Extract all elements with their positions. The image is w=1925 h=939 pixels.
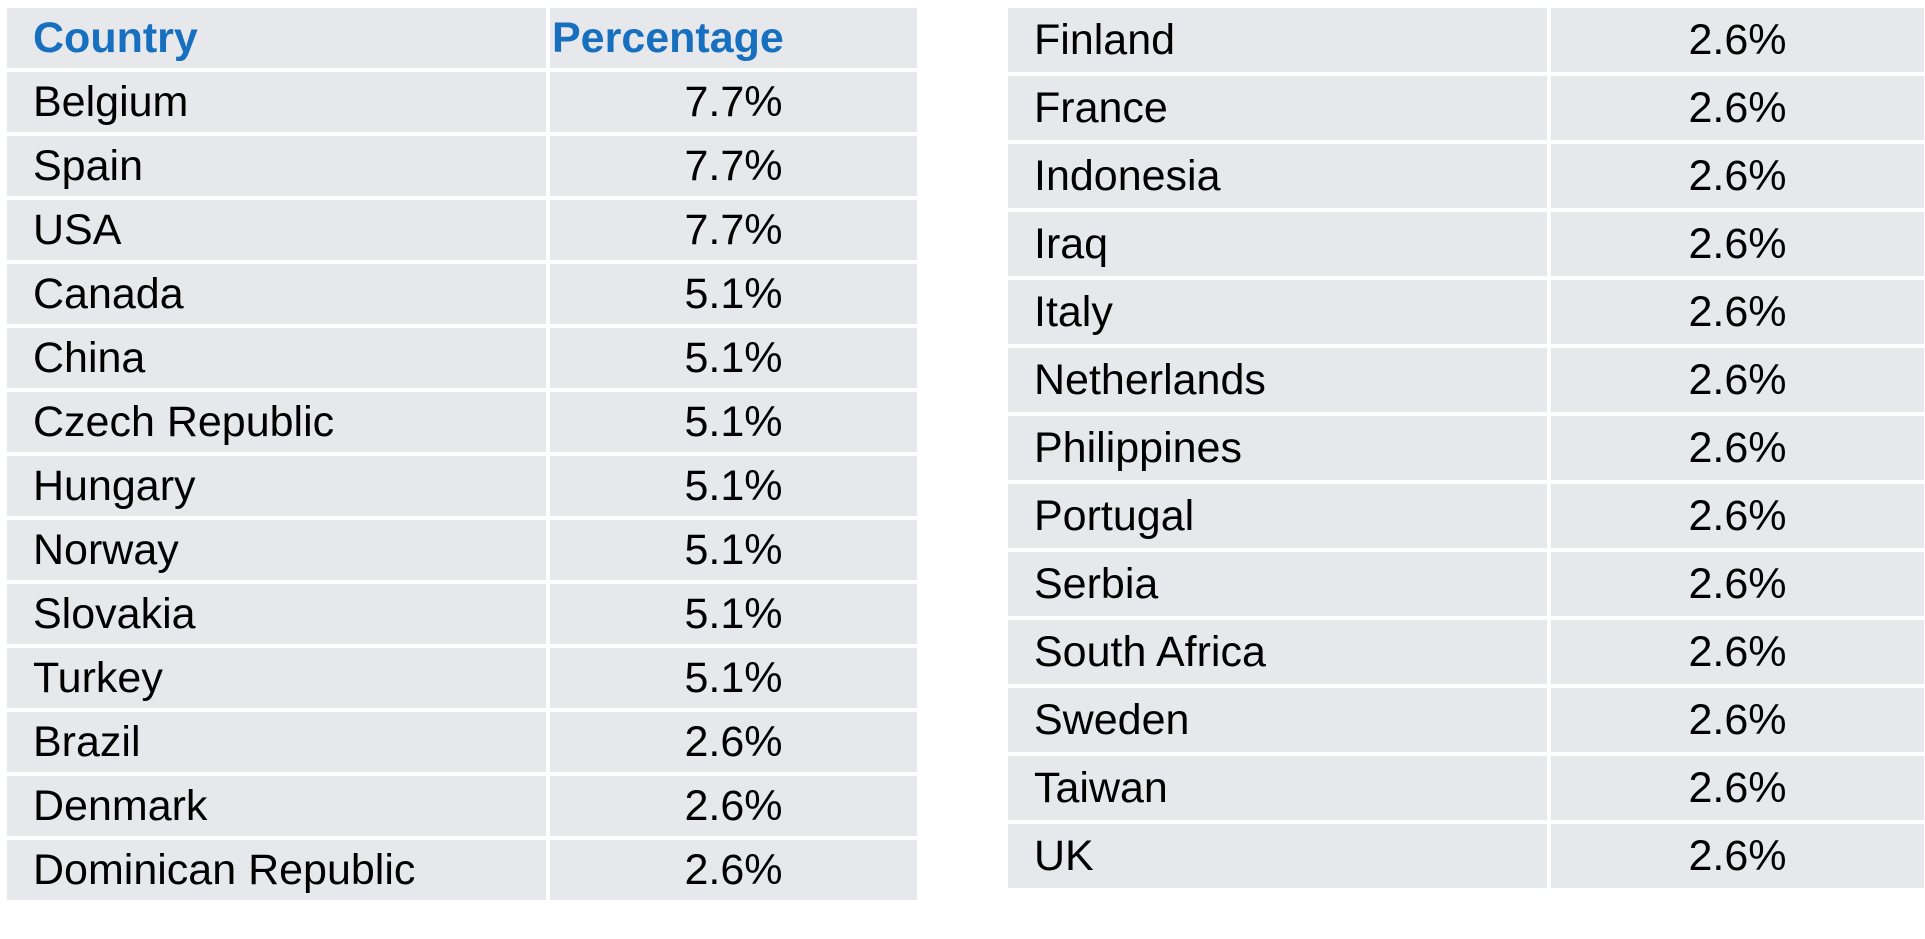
header-cell: Country xyxy=(7,8,546,68)
percentage-cell: 2.6% xyxy=(1551,484,1924,548)
percentage-cell: 7.7% xyxy=(550,72,917,132)
country-cell: South Africa xyxy=(1008,620,1547,684)
percentage-cell: 5.1% xyxy=(550,648,917,708)
country-cell: Serbia xyxy=(1008,552,1547,616)
country-cell: Finland xyxy=(1008,8,1547,72)
country-cell: Belgium xyxy=(7,72,546,132)
percentage-cell: 5.1% xyxy=(550,328,917,388)
country-cell: Indonesia xyxy=(1008,144,1547,208)
country-cell: Brazil xyxy=(7,712,546,772)
header-row: Country Percentage xyxy=(7,8,917,68)
table-row: Portugal 2.6% xyxy=(1008,484,1924,548)
percentage-cell: 2.6% xyxy=(550,840,917,900)
percentage-cell: 2.6% xyxy=(1551,348,1924,412)
country-cell: Netherlands xyxy=(1008,348,1547,412)
right-table: Finland 2.6% France 2.6% Indonesia 2.6% Iraq 2.… xyxy=(1004,4,1925,892)
table-row: China 5.1% xyxy=(7,328,917,388)
percentage-cell: 2.6% xyxy=(550,776,917,836)
percentage-cell: 2.6% xyxy=(1551,212,1924,276)
country-cell: China xyxy=(7,328,546,388)
percentage-cell: 5.1% xyxy=(550,456,917,516)
left-table: Country Percentage Belgium 7.7% Spain 7.7% USA… xyxy=(3,4,921,904)
percentage-cell: 5.1% xyxy=(550,264,917,324)
table-row: Turkey 5.1% xyxy=(7,648,917,708)
country-cell: Slovakia xyxy=(7,584,546,644)
percentage-cell: 2.6% xyxy=(1551,8,1924,72)
table-row: Indonesia 2.6% xyxy=(1008,144,1924,208)
country-cell: UK xyxy=(1008,824,1547,888)
table-row: Slovakia 5.1% xyxy=(7,584,917,644)
table-row: Norway 5.1% xyxy=(7,520,917,580)
table-row: Canada 5.1% xyxy=(7,264,917,324)
table-row: Iraq 2.6% xyxy=(1008,212,1924,276)
percentage-cell: 2.6% xyxy=(1551,280,1924,344)
percentage-cell: 2.6% xyxy=(1551,688,1924,752)
country-cell: Philippines xyxy=(1008,416,1547,480)
table-row: Serbia 2.6% xyxy=(1008,552,1924,616)
table-row: USA 7.7% xyxy=(7,200,917,260)
header-cell: Percentage xyxy=(550,8,917,68)
country-cell: Spain xyxy=(7,136,546,196)
country-cell: Portugal xyxy=(1008,484,1547,548)
percentage-cell: 2.6% xyxy=(1551,552,1924,616)
country-cell: Norway xyxy=(7,520,546,580)
table-row: Finland 2.6% xyxy=(1008,8,1924,72)
table-row: Hungary 5.1% xyxy=(7,456,917,516)
percentage-cell: 5.1% xyxy=(550,520,917,580)
table-row: Dominican Republic 2.6% xyxy=(7,840,917,900)
country-cell: Canada xyxy=(7,264,546,324)
percentage-cell: 2.6% xyxy=(1551,144,1924,208)
table-row: Taiwan 2.6% xyxy=(1008,756,1924,820)
percentage-cell: 2.6% xyxy=(1551,620,1924,684)
country-cell: Italy xyxy=(1008,280,1547,344)
table-row: South Africa 2.6% xyxy=(1008,620,1924,684)
percentage-cell: 7.7% xyxy=(550,136,917,196)
country-cell: France xyxy=(1008,76,1547,140)
percentage-cell: 2.6% xyxy=(1551,824,1924,888)
table-row: Spain 7.7% xyxy=(7,136,917,196)
percentage-cell: 2.6% xyxy=(1551,416,1924,480)
country-cell: Sweden xyxy=(1008,688,1547,752)
table-row: Czech Republic 5.1% xyxy=(7,392,917,452)
country-cell: Dominican Republic xyxy=(7,840,546,900)
table-row: Brazil 2.6% xyxy=(7,712,917,772)
table-row: Netherlands 2.6% xyxy=(1008,348,1924,412)
table-row: Belgium 7.7% xyxy=(7,72,917,132)
table-row: UK 2.6% xyxy=(1008,824,1924,888)
country-cell: Turkey xyxy=(7,648,546,708)
percentage-cell: 2.6% xyxy=(550,712,917,772)
percentage-cell: 2.6% xyxy=(1551,76,1924,140)
country-cell: Czech Republic xyxy=(7,392,546,452)
table-row: Denmark 2.6% xyxy=(7,776,917,836)
table-row: Italy 2.6% xyxy=(1008,280,1924,344)
percentage-cell: 5.1% xyxy=(550,392,917,452)
country-cell: Denmark xyxy=(7,776,546,836)
country-cell: Hungary xyxy=(7,456,546,516)
percentage-cell: 5.1% xyxy=(550,584,917,644)
table-row: Sweden 2.6% xyxy=(1008,688,1924,752)
country-cell: USA xyxy=(7,200,546,260)
country-cell: Iraq xyxy=(1008,212,1547,276)
country-cell: Taiwan xyxy=(1008,756,1547,820)
table-row: Philippines 2.6% xyxy=(1008,416,1924,480)
table-row: France 2.6% xyxy=(1008,76,1924,140)
percentage-cell: 7.7% xyxy=(550,200,917,260)
percentage-cell: 2.6% xyxy=(1551,756,1924,820)
